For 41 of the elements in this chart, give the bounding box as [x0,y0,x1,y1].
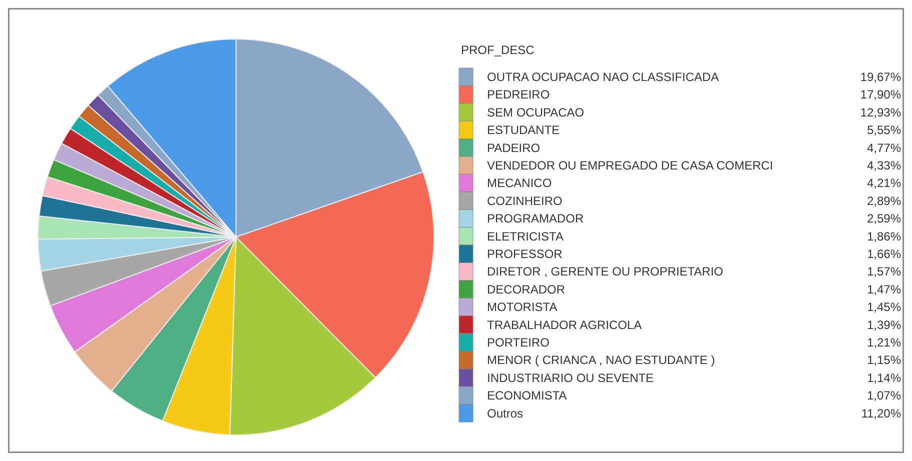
data-label: 4,77% [866,140,902,155]
legend-label: PROGRAMADOR [487,212,584,226]
legend-label: MOTORISTA [487,300,558,314]
data-label: 1,47% [866,282,902,296]
legend-label: ELETRICISTA [487,229,564,244]
data-label: 12,93% [860,105,902,120]
data-label: 19,67% [860,70,902,84]
data-label: 1,57% [866,264,902,279]
legend-label: DIRETOR , GERENTE OU PROPRIETARIO [487,264,724,279]
data-label: 11,20% [861,406,902,420]
legend-label: PADEIRO [487,140,540,155]
data-label: 1,14% [866,370,902,385]
data-label: 1,86% [866,229,902,244]
legend-label: ESTUDANTE [487,123,560,138]
legend-label: INDUSTRIARIO OU SEVENTE [487,370,654,385]
data-label: 4,33% [866,158,902,172]
legend-label: MENOR ( CRIANCA , NAO ESTUDANTE ) [487,353,716,368]
data-label: 2,89% [866,194,902,208]
legend-label: DECORADOR [487,282,566,296]
data-label: 4,21% [866,176,902,190]
data-label: 1,39% [866,318,902,332]
data-label: 1,07% [866,388,902,403]
data-label: 5,55% [866,123,902,138]
data-label: 1,66% [866,247,902,261]
legend-label: MECANICO [487,176,552,190]
data-label: 1,15% [866,353,902,368]
data-label: 2,59% [866,212,902,226]
data-label: 17,90% [860,88,902,102]
legend-label: PEDREIRO [487,88,550,102]
legend-label: PROFESSOR [487,247,563,261]
legend-label: TRABALHADOR AGRICOLA [487,318,642,332]
data-label: 1,21% [866,336,902,350]
legend-label: Outros [487,406,524,420]
legend-label: PORTEIRO [487,336,550,350]
legend-label: ECONOMISTA [487,388,567,403]
legend-label: SEM OCUPACAO [487,105,584,120]
legend-label: OUTRA OCUPACAO NAO CLASSIFICADA [487,70,719,84]
legend-label: COZINHEIRO [487,194,562,208]
legend-label: VENDEDOR OU EMPREGADO DE CASA COMERCI [487,158,774,172]
data-label: 1,45% [866,300,902,314]
legend-title: PROF_DESC [461,43,535,57]
